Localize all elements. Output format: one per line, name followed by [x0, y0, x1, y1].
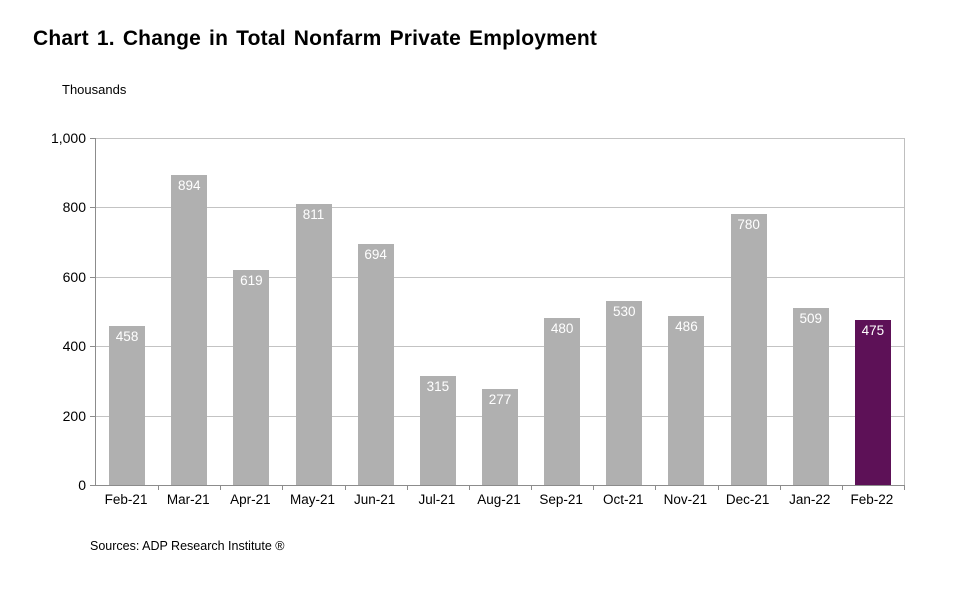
gridline [96, 138, 904, 139]
bar-slot: 619 [220, 138, 282, 485]
x-axis-label-jul-21: Jul-21 [418, 492, 456, 507]
x-axis-tick [593, 485, 595, 490]
y-axis-tick [90, 485, 96, 486]
bar-slot: 530 [593, 138, 655, 485]
x-axis-tick [468, 485, 470, 490]
x-axis-tick [841, 485, 843, 490]
x-axis-label-feb-22: Feb-22 [850, 492, 894, 507]
y-axis-label: 600 [62, 268, 86, 285]
bar-value-label: 277 [488, 391, 512, 407]
bar-slot: 694 [345, 138, 407, 485]
plot-area: 0 200 400 600 800 1,000 458 894 619 811 694 315 277 4… [51, 130, 905, 493]
x-axis-label-apr-21: Apr-21 [230, 492, 271, 507]
x-axis-tick [655, 485, 657, 490]
bar-aug-21: 277 [481, 388, 518, 485]
bar-slot: 509 [780, 138, 842, 485]
y-axis-title: Thousands [62, 82, 127, 97]
bar-oct-21: 530 [606, 301, 643, 485]
x-axis-tick [158, 485, 160, 490]
y-axis-label: 200 [62, 407, 86, 424]
bar-slot: 811 [282, 138, 344, 485]
x-axis-label-oct-21: Oct-21 [603, 492, 644, 507]
x-axis-tick [779, 485, 781, 490]
bar-nov-21: 486 [668, 316, 705, 485]
bar-value-label: 811 [302, 206, 325, 222]
x-axis-tick [531, 485, 533, 490]
x-axis-label-jun-21: Jun-21 [354, 492, 396, 507]
y-axis-tick [90, 207, 96, 209]
y-axis-label: 800 [62, 199, 86, 216]
y-axis-label: 0 [78, 477, 86, 493]
bar-value-label: 780 [737, 217, 760, 233]
bar-jun-21: 694 [357, 244, 394, 485]
y-axis-tick [90, 415, 96, 417]
x-axis-tick [904, 485, 905, 490]
bar-dec-21: 780 [730, 214, 767, 485]
bar-value-label: 475 [861, 323, 885, 339]
bar-value-label: 530 [613, 304, 636, 320]
bar-value-label: 480 [550, 321, 574, 337]
x-axis-tick [717, 485, 719, 490]
gridline [96, 207, 904, 209]
x-axis-tick [406, 485, 408, 490]
bar-slot: 780 [718, 138, 780, 485]
x-axis-label-feb-21: Feb-21 [104, 492, 148, 507]
bar-jul-21: 315 [419, 375, 456, 485]
gridline [96, 346, 904, 348]
bar-slot: 486 [655, 138, 717, 485]
y-axis-tick [90, 138, 96, 139]
bar-sep-21: 480 [544, 318, 581, 485]
bar-slot: 475 [842, 138, 904, 485]
gridline [96, 276, 904, 278]
x-axis-tick [220, 485, 222, 490]
bar-value-label: 486 [675, 319, 698, 335]
bar-value-label: 315 [426, 378, 450, 394]
bar-slot: 480 [531, 138, 593, 485]
bar-mar-21: 894 [171, 174, 208, 485]
x-axis-tick [344, 485, 346, 490]
bar-feb-21: 458 [109, 326, 146, 485]
bar-slot: 894 [158, 138, 220, 485]
bar-slot: 315 [407, 138, 469, 485]
bar-may-21: 811 [295, 203, 332, 485]
y-axis-tick [90, 346, 96, 348]
x-axis-label-may-21: May-21 [290, 492, 336, 507]
bar-slot: 458 [96, 138, 158, 485]
bar-value-label: 694 [364, 247, 387, 263]
chart-title: Chart 1. Change in Total Nonfarm Private… [33, 27, 598, 50]
bar-value-label: 509 [799, 311, 823, 327]
y-axis-tick [90, 276, 96, 278]
bar-value-label: 619 [240, 273, 263, 289]
bar-feb-22: 475 [854, 320, 891, 485]
bar-slot: 277 [469, 138, 531, 485]
bar-value-label: 894 [177, 177, 201, 193]
y-axis-label: 400 [62, 338, 86, 355]
x-axis-label-dec-21: Dec-21 [725, 492, 770, 507]
x-axis-label-aug-21: Aug-21 [477, 492, 521, 507]
bar-value-label: 458 [115, 329, 139, 345]
bar-apr-21: 619 [233, 270, 270, 485]
x-axis-label-sep-21: Sep-21 [539, 492, 583, 507]
source-note: Sources: ADP Research Institute ® [90, 539, 285, 553]
x-axis-label-nov-21: Nov-21 [663, 492, 708, 507]
x-axis-label-mar-21: Mar-21 [166, 492, 210, 507]
y-axis-label: 1,000 [50, 130, 86, 146]
bar-jan-22: 509 [792, 308, 829, 485]
x-axis-tick [282, 485, 284, 490]
x-axis-label-jan-22: Jan-22 [789, 492, 831, 507]
